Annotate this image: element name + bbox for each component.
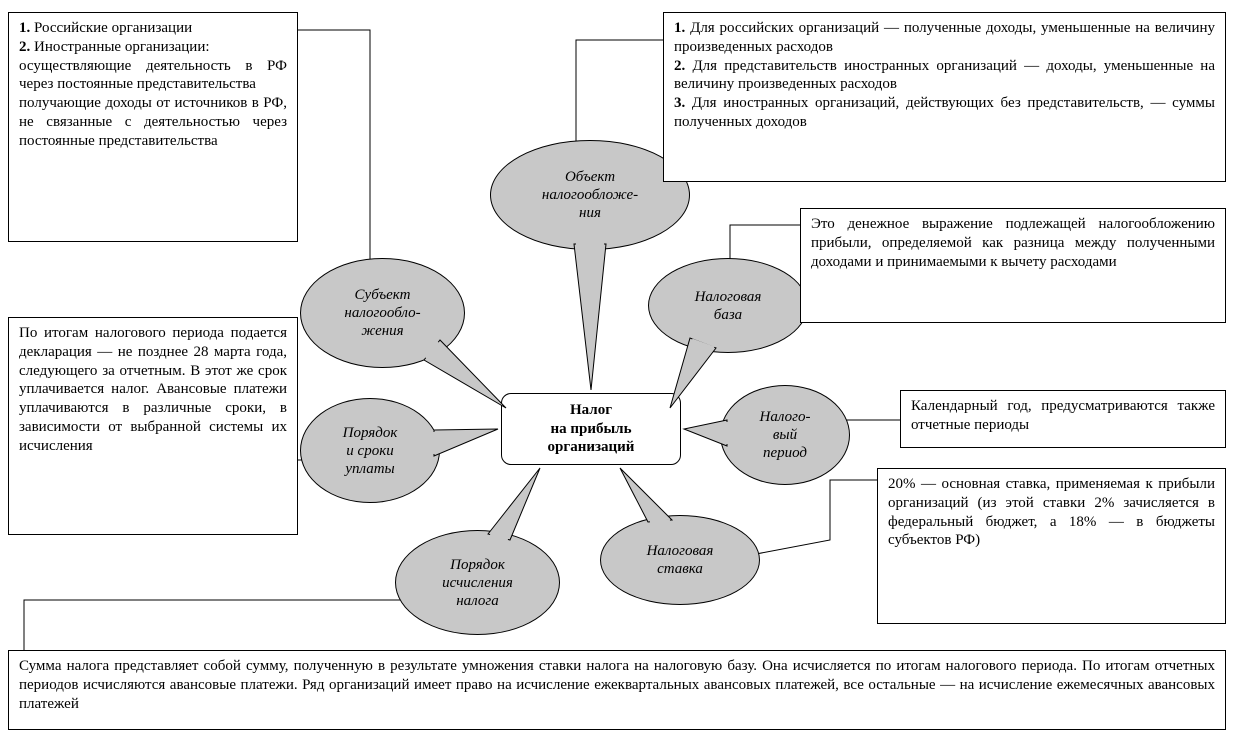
bubble-object: Объект налогообложе- ния (490, 140, 690, 250)
box-object-n2: 2. (674, 58, 685, 74)
bubble-period-l1: Налого- (760, 409, 811, 425)
box-calc: Сумма налога представляет собой сумму, п… (8, 650, 1226, 730)
box-object-n1: 1. (674, 20, 685, 36)
bubble-calc-l2: исчисления (442, 575, 513, 591)
center-l2: на прибыль (550, 421, 631, 437)
bubble-subject-l1: Субъект (355, 287, 411, 303)
box-payorder: По итогам налогового периода подается де… (8, 317, 298, 535)
bubble-period-l2: вый (773, 427, 797, 443)
box-subject-t3: осуществляющие деятельность в РФ через п… (19, 57, 287, 95)
bubble-calc-l3: налога (456, 593, 499, 609)
box-rate-text: 20% — основная ставка, применяемая к при… (888, 475, 1215, 550)
bubble-period-l3: период (763, 445, 807, 461)
bubble-payorder-l3: уплаты (345, 461, 394, 477)
bubble-base-l1: Налоговая (695, 289, 762, 305)
box-rate: 20% — основная ставка, применяемая к при… (877, 468, 1226, 624)
bubble-payorder-l1: Порядок (343, 425, 398, 441)
bubble-calc: Порядок исчисления налога (395, 530, 560, 635)
box-payorder-text: По итогам налогового периода подается де… (19, 324, 287, 455)
box-base: Это денежное выражение подлежащей налого… (800, 208, 1226, 323)
box-subject-n1: 1. (19, 20, 30, 36)
box-object-t2: Для представительств иностранных организ… (674, 58, 1215, 93)
box-subject-t1: Российские организации (30, 20, 192, 36)
bubble-subject-l2: налогообло- (344, 305, 420, 321)
box-period-text: Календарный год, предусматриваются также… (911, 397, 1215, 435)
box-object-t3: Для иностранных организаций, действующих… (674, 95, 1215, 130)
bubble-payorder: Порядок и сроки уплаты (300, 398, 440, 503)
bubble-subject-l3: жения (361, 323, 403, 339)
bubble-base-l2: база (714, 307, 742, 323)
bubble-object-l2: налогообложе- (542, 187, 638, 203)
box-calc-text: Сумма налога представляет собой сумму, п… (19, 657, 1215, 713)
center-node: Налог на прибыль организаций (501, 393, 681, 465)
box-base-text: Это денежное выражение подлежащей налого… (811, 215, 1215, 271)
bubble-payorder-l2: и сроки (346, 443, 393, 459)
bubble-base: Налоговая база (648, 258, 808, 353)
bubble-subject: Субъект налогообло- жения (300, 258, 465, 368)
box-subject: 1. Российские организации 2. Иностранные… (8, 12, 298, 242)
box-object-n3: 3. (674, 95, 685, 111)
center-l1: Налог (570, 402, 612, 418)
bubble-period: Налого- вый период (720, 385, 850, 485)
diagram-root: Налог на прибыль организаций Объект нало… (0, 0, 1237, 735)
bubble-rate-l2: ставка (657, 561, 703, 577)
bubble-rate: Налоговая ставка (600, 515, 760, 605)
bubble-object-l1: Объект (565, 169, 615, 185)
box-period: Календарный год, предусматриваются также… (900, 390, 1226, 448)
box-object: 1. Для российских организаций — полученн… (663, 12, 1226, 182)
box-subject-n2: 2. (19, 39, 30, 55)
box-subject-t4: получающие доходы от источников в РФ, не… (19, 94, 287, 150)
bubble-calc-l1: Порядок (450, 557, 505, 573)
box-subject-t2: Иностранные организации: (30, 39, 209, 55)
center-l3: организаций (548, 439, 635, 455)
bubble-rate-l1: Налоговая (647, 543, 714, 559)
bubble-object-l3: ния (579, 205, 601, 221)
box-object-t1: Для российских организаций — полученные … (674, 20, 1215, 55)
